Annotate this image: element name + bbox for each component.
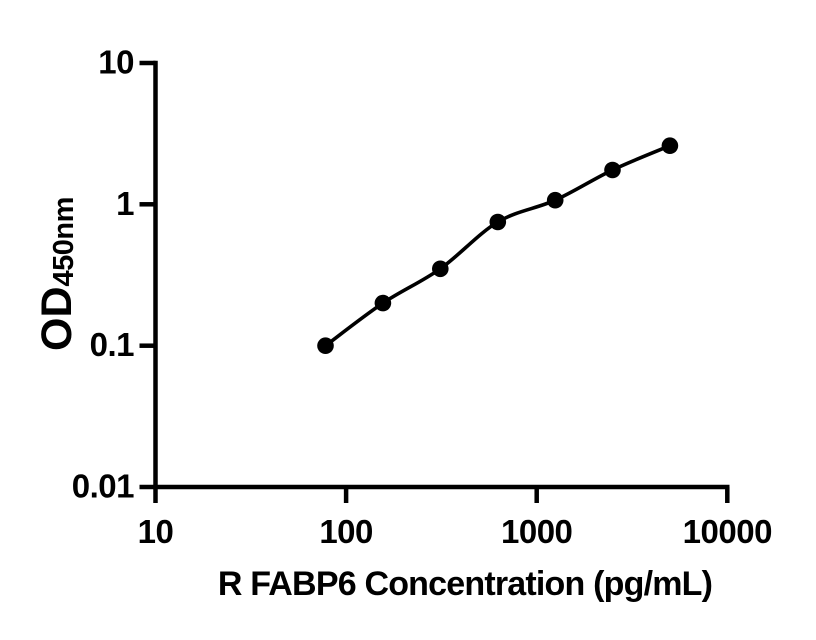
y-axis-title-main: OD [33, 286, 81, 351]
x-tick-label: 100 [319, 513, 373, 550]
axes-group: 0.01 0.1 1 10 10 100 1000 10000 [72, 44, 773, 551]
data-point-marker [374, 294, 392, 312]
data-point-marker [546, 191, 564, 209]
data-point-marker [604, 161, 621, 179]
y-tick-label: 0.1 [90, 326, 135, 363]
y-axis-title: OD450nm [33, 197, 81, 351]
data-point-marker [489, 213, 507, 231]
x-axis-title: R FABP6 Concentration (pg/mL) [218, 565, 712, 603]
x-tick-label: 10000 [683, 513, 772, 550]
x-tick-label: 1000 [501, 513, 572, 550]
y-tick-label: 0.01 [72, 468, 134, 505]
data-point-marker [661, 137, 679, 154]
data-point-marker [432, 260, 449, 278]
data-point-marker [317, 337, 334, 355]
y-axis-title-subscript: 450nm [48, 197, 80, 286]
series-group [317, 137, 679, 355]
y-tick-label: 1 [116, 185, 134, 222]
y-tick-label: 10 [98, 44, 134, 81]
x-tick-label: 10 [138, 513, 174, 550]
